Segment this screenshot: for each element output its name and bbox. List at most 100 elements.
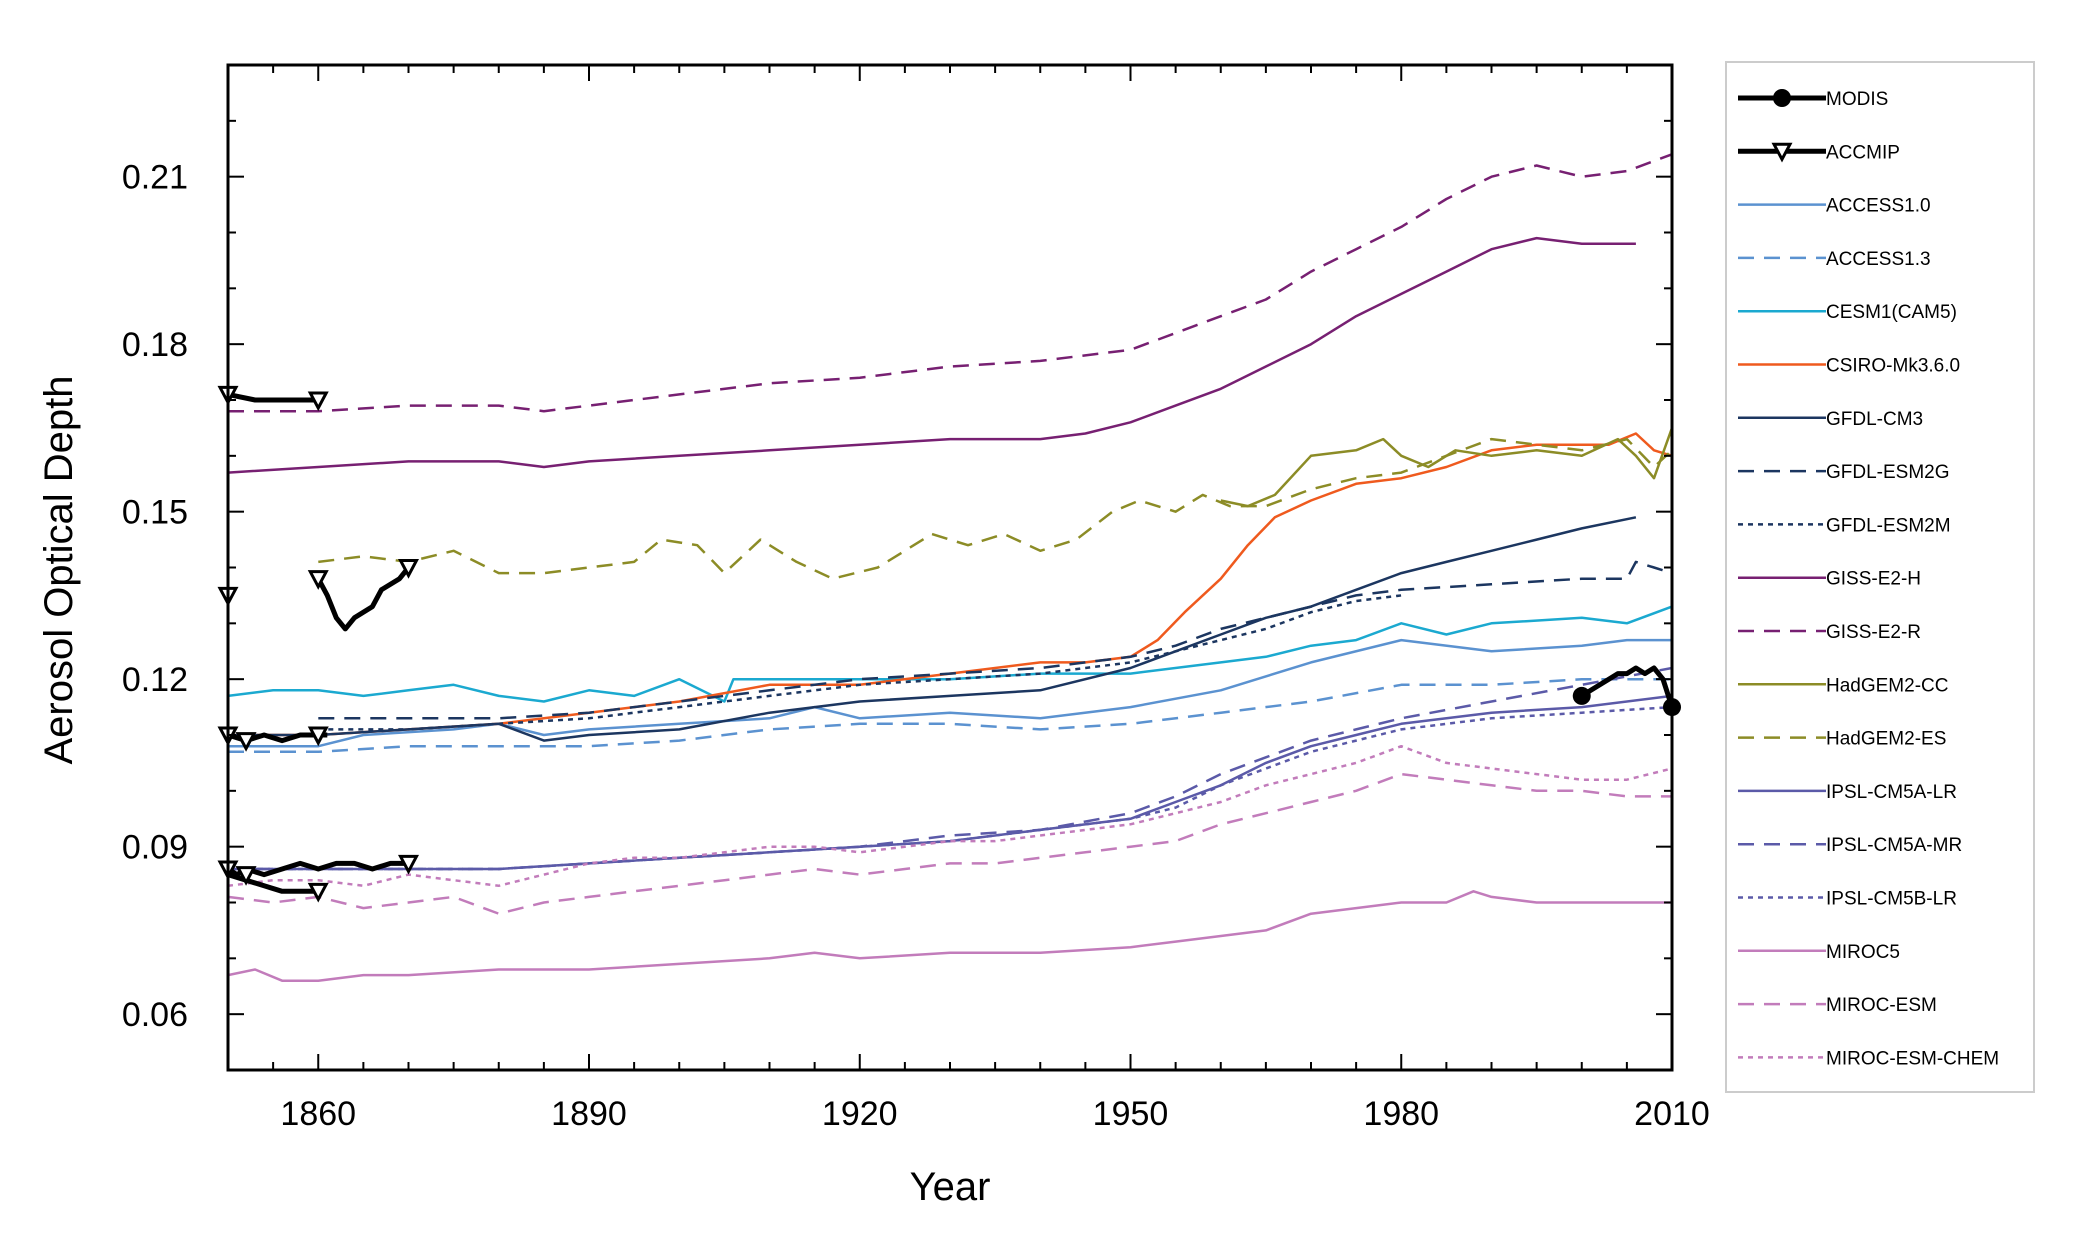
- legend-label: MIROC-ESM: [1826, 995, 1937, 1016]
- series-line: [227, 744, 1673, 888]
- legend-item: CESM1(CAM5): [1738, 302, 1957, 323]
- series-marker: [235, 732, 257, 752]
- x-tick-label: 2010: [1634, 1095, 1710, 1133]
- legend-label: ACCESS1.3: [1826, 249, 1931, 270]
- series-access1-3: [228, 677, 1672, 754]
- legend-label: MODIS: [1826, 89, 1888, 110]
- series-line: [227, 391, 319, 403]
- legend-item: HadGEM2-CC: [1738, 675, 1948, 696]
- legend-label: IPSL-CM5A-LR: [1826, 782, 1957, 803]
- series-line: [228, 516, 1637, 742]
- legend-label: HadGEM2-CC: [1826, 675, 1948, 696]
- series-ipsl-cm5a-mr: [228, 666, 1673, 871]
- legend-item: IPSL-CM5A-LR: [1738, 782, 1957, 803]
- y-tick-label: 0.18: [122, 326, 188, 364]
- legend-marker: [1773, 89, 1791, 107]
- legend-label: GFDL-ESM2G: [1826, 462, 1950, 483]
- legend-label: GFDL-ESM2M: [1826, 515, 1951, 536]
- legend-item: HadGEM2-ES: [1738, 729, 1946, 750]
- series-modis: [1572, 665, 1681, 717]
- series-giss-e2-r: [228, 153, 1673, 413]
- series-marker: [398, 854, 419, 875]
- legend-item: MODIS: [1738, 89, 1888, 110]
- series-cesm1-cam5-: [227, 605, 1673, 703]
- x-tick-label: 1950: [1093, 1095, 1169, 1133]
- series-layer: [217, 153, 1681, 982]
- series-marker: [1572, 686, 1591, 705]
- axes-layer: 1860 1890 1920 1950 1980 2010 0.06 0.09 0.12 0.15…: [122, 63, 1710, 1133]
- series-line: [316, 565, 411, 632]
- y-tick-label: 0.15: [122, 494, 188, 532]
- legend-item: GFDL-CM3: [1738, 409, 1923, 430]
- series-access1-0: [228, 638, 1672, 748]
- legend-item: MIROC-ESM: [1738, 995, 1937, 1016]
- series-line: [228, 694, 1673, 871]
- legend-item: ACCESS1.3: [1738, 249, 1931, 270]
- series-line: [318, 437, 1673, 580]
- y-tick-label: 0.06: [122, 996, 188, 1034]
- legend-item: MIROC-ESM-CHEM: [1738, 1048, 1999, 1069]
- series-miroc5: [227, 890, 1672, 982]
- legend-label: GISS-E2-R: [1826, 622, 1921, 643]
- series-ipsl-cm5a-lr: [228, 694, 1673, 871]
- series-accmip: [217, 385, 419, 903]
- legend-item: GFDL-ESM2G: [1738, 462, 1950, 483]
- y-tick-label: 0.21: [122, 159, 188, 197]
- series-csiro-mk3-6-0: [228, 432, 1673, 737]
- y-tick-label: 0.09: [122, 829, 188, 867]
- legend-item: IPSL-CM5B-LR: [1738, 889, 1957, 910]
- series-giss-e2-h: [227, 236, 1636, 474]
- series-line: [228, 705, 1673, 871]
- legend-item: IPSL-CM5A-MR: [1738, 835, 1962, 856]
- legend-item: CSIRO-Mk3.6.0: [1738, 356, 1960, 377]
- series-marker: [307, 391, 329, 412]
- legend-label: ACCESS1.0: [1826, 196, 1931, 217]
- x-tick-label: 1920: [822, 1095, 898, 1133]
- legend-item: GFDL-ESM2M: [1738, 515, 1951, 536]
- series-marker: [235, 866, 257, 886]
- y-axis-title: Aerosol Optical Depth: [37, 375, 81, 764]
- series-marker: [398, 559, 419, 579]
- plot-frame: [226, 63, 1674, 1072]
- series-line: [227, 236, 1636, 474]
- series-miroc-esm-chem: [227, 744, 1673, 888]
- x-tick-label: 1890: [551, 1095, 627, 1133]
- series-gfdl-esm2m: [318, 594, 1402, 731]
- x-axis-title: Year: [910, 1165, 991, 1209]
- series-line: [318, 594, 1402, 731]
- legend-item: ACCESS1.0: [1738, 196, 1931, 217]
- legend-label: HadGEM2-ES: [1826, 729, 1946, 750]
- legend-label: CSIRO-Mk3.6.0: [1826, 356, 1960, 377]
- legend-label: ACCMIP: [1826, 142, 1900, 163]
- legend-label: MIROC-ESM-CHEM: [1826, 1048, 1999, 1069]
- legend-item: GISS-E2-R: [1738, 622, 1921, 643]
- series-marker: [307, 726, 329, 747]
- series-line: [228, 153, 1673, 413]
- series-line: [318, 560, 1673, 720]
- series-line: [227, 605, 1673, 703]
- y-tick-label: 0.12: [122, 661, 188, 699]
- legend-item: GISS-E2-H: [1738, 569, 1921, 590]
- series-line: [1580, 665, 1675, 708]
- x-tick-label: 1860: [280, 1095, 356, 1133]
- series-line: [228, 638, 1672, 748]
- legend-label: CESM1(CAM5): [1826, 302, 1957, 323]
- legend-label: GFDL-CM3: [1826, 409, 1923, 430]
- series-marker: [307, 570, 329, 590]
- legend-item: MIROC5: [1738, 942, 1900, 963]
- series-gfdl-esm2g: [318, 560, 1673, 720]
- series-gfdl-cm3: [228, 516, 1637, 742]
- series-ipsl-cm5b-lr: [228, 705, 1673, 871]
- legend-label: GISS-E2-H: [1826, 569, 1921, 590]
- series-line: [228, 432, 1673, 737]
- series-line: [227, 890, 1672, 982]
- legend-marker: [1771, 142, 1793, 163]
- x-tick-label: 1980: [1363, 1095, 1439, 1133]
- series-line: [228, 666, 1673, 871]
- series-line: [227, 772, 1672, 915]
- legend-item: ACCMIP: [1738, 142, 1900, 163]
- legend-label: IPSL-CM5B-LR: [1826, 889, 1957, 910]
- legend: MODIS ACCMIP ACCESS1.0 ACCESS1.3 CESM1(CAM5)…: [1725, 61, 2035, 1093]
- legend-label: MIROC5: [1826, 942, 1900, 963]
